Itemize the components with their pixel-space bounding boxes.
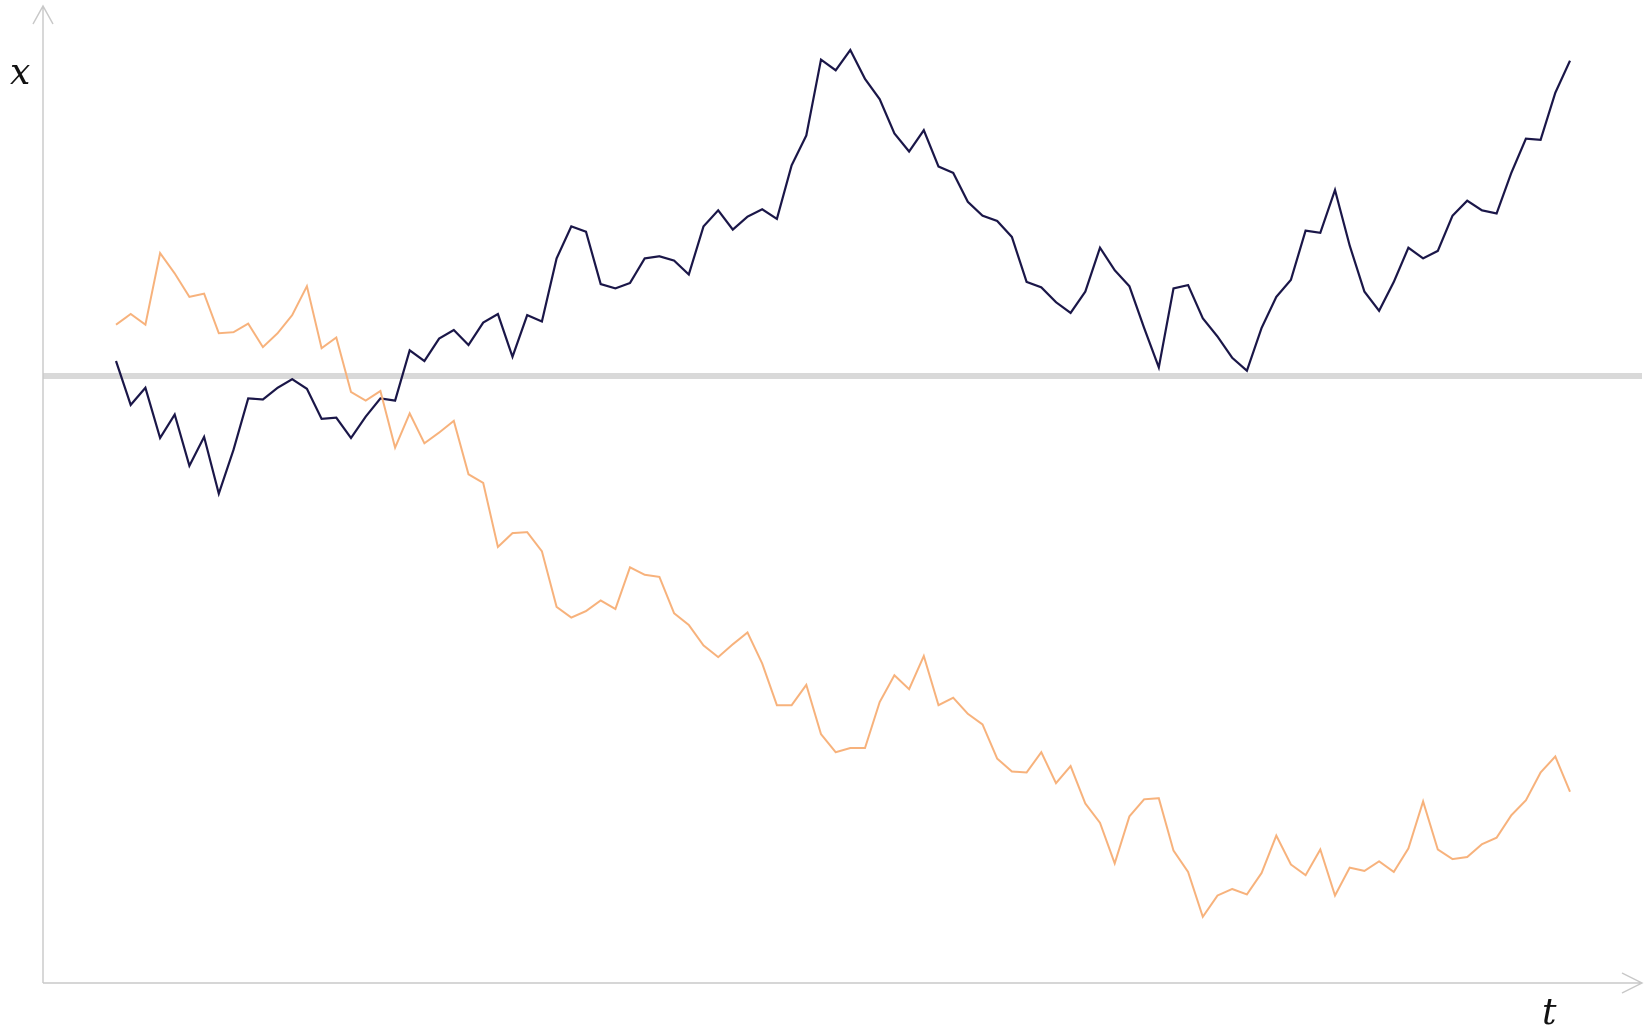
x-axis-label: t: [1542, 992, 1557, 1026]
y-axis-arrow: [32, 4, 54, 25]
y-axis-label: x: [10, 52, 30, 93]
series-line-2: [115, 250, 1571, 920]
series-layer: [114, 47, 1572, 920]
series-line-1: [114, 47, 1572, 498]
axes: x t: [10, 4, 1644, 1026]
x-axis-arrow: [1621, 972, 1644, 994]
